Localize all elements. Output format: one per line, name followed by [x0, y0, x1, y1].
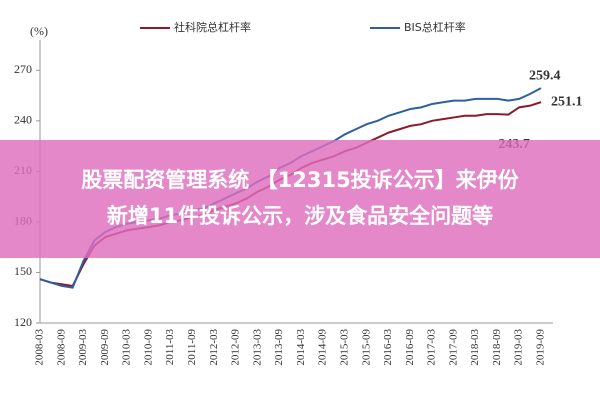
x-tick-label: 2011-03: [164, 329, 176, 366]
y-unit: (%): [30, 24, 48, 38]
legend-label: BIS总杠杆率: [404, 20, 466, 34]
x-tick-label: 2015-09: [360, 329, 372, 366]
legend-label: 社科院总杠杆率: [174, 20, 251, 34]
x-tick-label: 2008-09: [55, 329, 67, 366]
banner-bg: [0, 140, 600, 258]
x-tick-label: 2011-09: [186, 329, 198, 366]
banner-text: 股票配资管理系统 【12315投诉公示】来伊份: [81, 168, 519, 192]
y-tick-label: 270: [14, 62, 32, 76]
y-tick-label: 240: [14, 113, 32, 127]
x-tick-label: 2013-03: [251, 329, 263, 366]
x-tick-label: 2016-09: [404, 329, 416, 366]
x-tick-label: 2009-09: [99, 329, 111, 366]
data-label: 259.4: [529, 68, 561, 83]
banner-text: 新增11件投诉公示，涉及食品安全问题等: [107, 204, 493, 228]
x-tick-label: 2014-09: [317, 329, 329, 366]
x-tick-label: 2013-09: [273, 329, 285, 366]
x-tick-label: 2012-03: [208, 329, 220, 366]
x-tick-label: 2010-09: [142, 329, 154, 366]
data-label: 251.1: [551, 94, 583, 109]
x-tick-label: 2009-03: [77, 329, 89, 366]
x-tick-label: 2017-03: [426, 329, 438, 366]
x-tick-label: 2017-09: [447, 329, 459, 366]
x-tick-label: 2019-03: [513, 329, 525, 366]
y-tick-label: 120: [14, 315, 32, 329]
y-tick-label: 150: [14, 264, 32, 278]
x-tick-label: 2014-03: [295, 329, 307, 366]
x-tick-label: 2018-09: [491, 329, 503, 366]
x-tick-label: 2008-03: [34, 329, 46, 366]
x-tick-label: 2016-03: [382, 329, 394, 366]
x-tick-label: 2019-09: [535, 329, 547, 366]
x-tick-label: 2018-03: [469, 329, 481, 366]
x-tick-label: 2015-03: [338, 329, 350, 366]
x-tick-label: 2012-09: [230, 329, 242, 366]
x-tick-label: 2010-03: [121, 329, 133, 366]
